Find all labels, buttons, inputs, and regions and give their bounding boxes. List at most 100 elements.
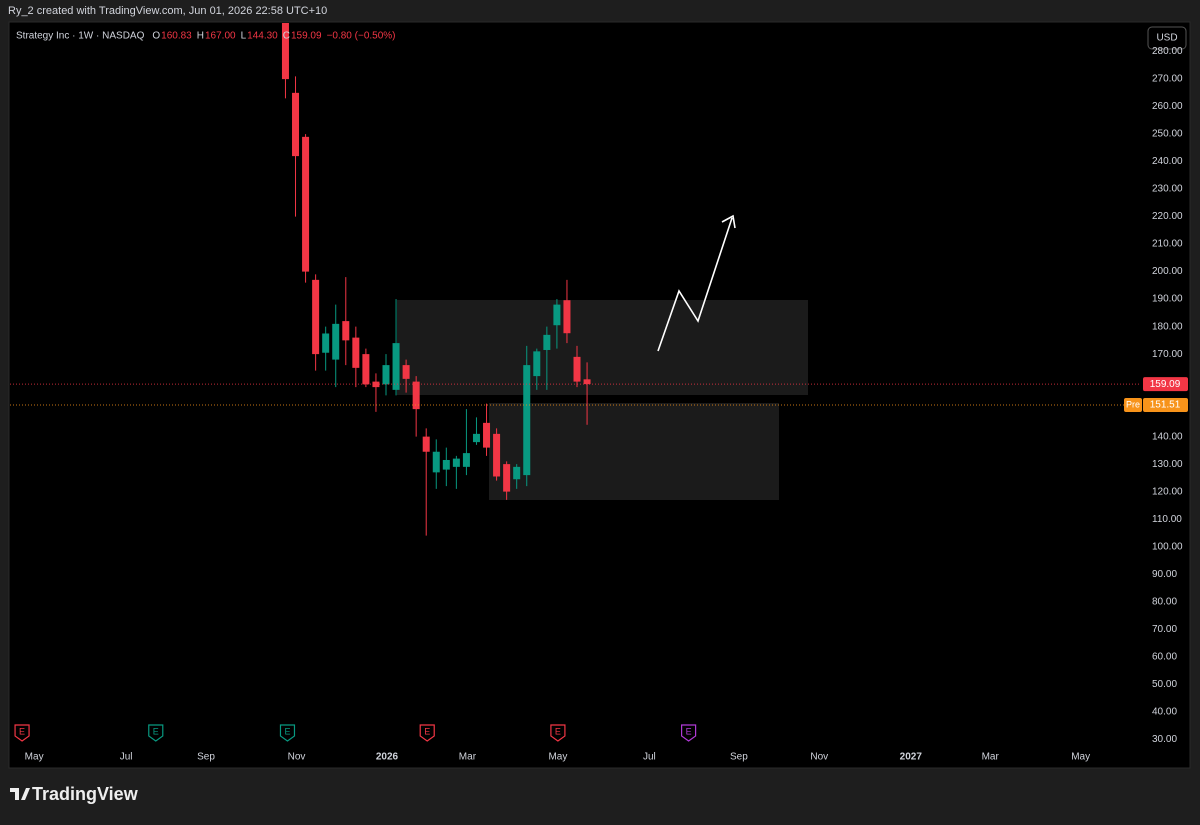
legend-value: 167.00 [205,31,236,42]
legend: Strategy Inc · 1W · NASDAQ O 160.83 H 167.0… [16,31,396,42]
earnings-icon [681,724,697,742]
currency[interactable]: USD [1156,33,1177,44]
currency-button[interactable] [1147,26,1187,50]
candle-body [452,458,460,467]
legend-key: H [197,31,204,42]
y-tick-label: 120.00 [1152,486,1183,497]
earnings-icon [419,724,435,742]
last-price-box [1143,377,1188,392]
earnings-label: E [555,726,561,736]
candle-body [382,365,390,385]
earnings-icon [550,724,566,742]
candle-body [573,356,581,382]
logo [10,788,30,800]
x-tick-label: Jul [120,752,133,763]
legend-key: O [152,31,160,42]
y-tick-label: 240.00 [1152,156,1183,167]
candle-body [292,92,300,157]
candle-body [563,300,571,334]
candle-body [402,365,410,379]
change: −0.80 (−0.50%) [327,31,396,42]
y-tick-label: 170.00 [1152,349,1183,360]
earnings-icon [14,724,30,742]
y-tick-label: 200.00 [1152,266,1183,277]
x-tick-label: Nov [810,752,828,763]
candle-body [281,23,289,80]
candle-body [503,464,511,492]
y-tick-label: 280.00 [1152,46,1183,57]
legend-value: 144.30 [247,31,278,42]
candle-body [312,279,320,355]
earnings-icon [279,724,296,742]
y-tick-label: 110.00 [1152,514,1182,525]
y-tick-label: 130.00 [1152,459,1183,470]
y-tick-label: 190.00 [1152,294,1183,305]
earnings-label: E [19,726,25,736]
premarket-label: 151.51 [1150,400,1181,411]
candle-body [533,351,541,377]
y-tick-label: 210.00 [1152,239,1183,250]
candle-body [412,381,420,410]
zone [489,403,779,500]
y-tick-label: 70.00 [1152,624,1177,635]
earnings-label: E [686,726,692,736]
x-tick-label: 2026 [376,752,399,763]
earnings-icon [148,724,164,742]
premarket-tag-label: Pre [1126,399,1140,409]
y-tick-label: 230.00 [1152,184,1183,195]
y-tick-label: 100.00 [1152,541,1183,552]
arrow-drawing [657,214,736,352]
x-tick-label: Mar [982,752,1000,763]
x-tick-label: Mar [459,752,477,763]
candle-body [372,381,380,388]
earnings-label: E [284,726,290,736]
x-tick-label: 2027 [900,752,923,763]
legend-value: 159.09 [291,31,322,42]
legend-key: L [241,31,247,42]
legend-value: 160.83 [161,31,192,42]
candle-body [342,321,350,341]
premarket-box [1143,397,1188,412]
candle-body [422,436,430,452]
plot [10,23,1140,536]
candle-body [442,459,450,470]
y-tick-label: 220.00 [1152,211,1183,222]
candle-body [332,323,340,360]
candle-body [483,422,491,448]
candle-body [322,333,330,353]
y-tick-label: 50.00 [1152,679,1177,690]
credit: Ry_2 created with TradingView.com, Jun 0… [8,5,327,17]
candle-body [462,453,470,467]
y-tick-label: 260.00 [1152,101,1183,112]
x-tick-label: May [548,752,567,763]
candle-body [352,337,360,368]
candle-body [523,365,531,476]
x-tick-label: Sep [730,752,748,763]
candle-body [472,433,480,443]
symbol: Strategy Inc · 1W · NASDAQ [16,31,145,42]
x-tick-label: May [1071,752,1090,763]
earnings-label: E [153,726,159,736]
y-tick-label: 140.00 [1152,431,1183,442]
y-tick-label: 250.00 [1152,129,1183,140]
candle-body [583,379,591,385]
y-tick-label: 40.00 [1152,706,1177,717]
candle-body [493,433,501,477]
y-tick-label: 60.00 [1152,651,1177,662]
candle-body [543,334,551,350]
x-tick-label: Nov [288,752,306,763]
last-price-label: 159.09 [1150,379,1181,390]
y-tick-label: 270.00 [1152,74,1183,85]
zone [397,300,808,395]
x-tick-label: Sep [197,752,215,763]
legend-key: C [283,31,290,42]
candle-body [553,304,561,326]
candle-body [362,354,370,385]
brand: TradingView [32,784,139,804]
candle-body [513,466,521,480]
candle-body [432,451,440,473]
x-tick-label: Jul [643,752,656,763]
y-tick-label: 90.00 [1152,569,1177,580]
candle-body [302,136,310,272]
